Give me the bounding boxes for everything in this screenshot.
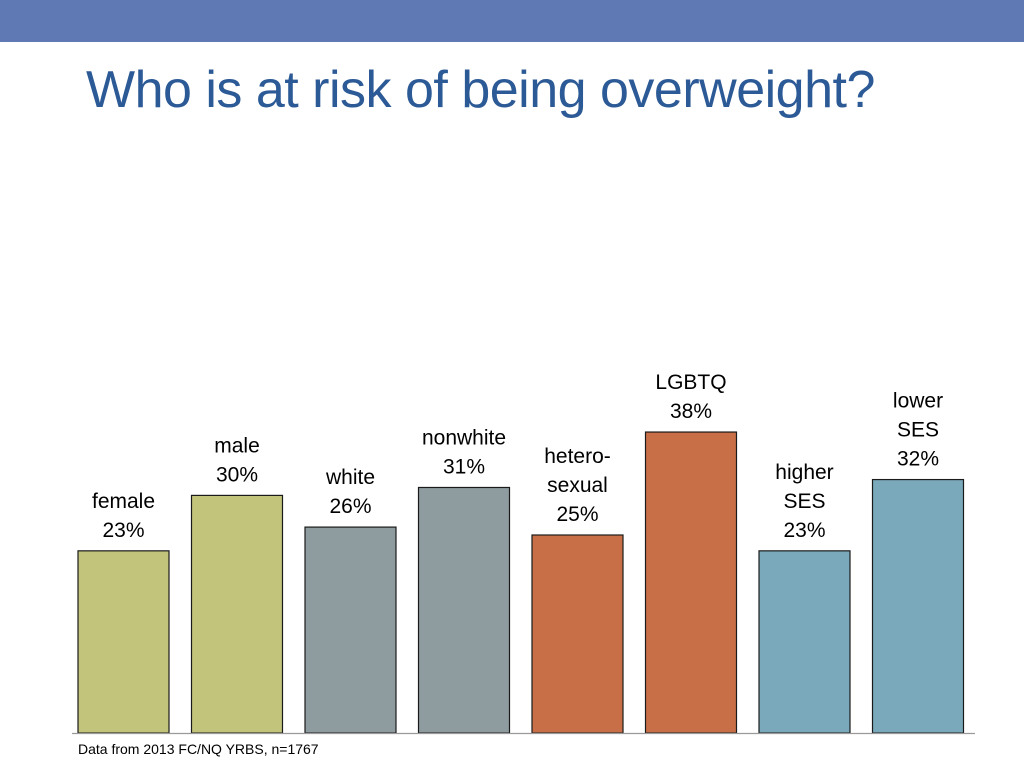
category-label: female: [92, 490, 155, 513]
bar-label-4: hetero-sexual 25%: [544, 445, 611, 526]
category-label: male: [214, 434, 260, 457]
bar-0: [77, 550, 170, 734]
category-label: hetero-: [544, 445, 611, 468]
value-label: 23%: [102, 519, 144, 542]
bar-label-6: higher SES 23%: [775, 461, 833, 542]
value-label: 38%: [670, 400, 712, 423]
category-label: nonwhite: [422, 426, 506, 449]
bar-1: [190, 494, 284, 734]
bar-2: [304, 526, 397, 734]
bar-label-7: lower SES 32%: [893, 390, 943, 471]
source-note: Data from 2013 FC/NQ YRBS, n=1767: [78, 741, 319, 757]
bar-label-3: nonwhite 31%: [422, 426, 506, 478]
category-label: sexual: [547, 474, 608, 497]
bar-label-0: female 23%: [92, 490, 155, 542]
category-label: SES: [783, 490, 825, 513]
category-label: LGBTQ: [655, 371, 726, 394]
value-label: 30%: [216, 463, 258, 486]
slide-title: Who is at risk of being overweight?: [86, 61, 875, 119]
value-label: 25%: [556, 503, 598, 526]
value-label: 23%: [783, 519, 825, 542]
category-label: SES: [897, 419, 939, 442]
category-label: lower: [893, 390, 943, 413]
bar-5: [644, 431, 738, 734]
bar-label-1: male 30%: [214, 434, 260, 486]
bar-label-5: LGBTQ 38%: [655, 371, 726, 423]
value-label: 32%: [897, 448, 939, 471]
bar-7: [871, 478, 965, 734]
bar-4: [531, 534, 624, 734]
category-label: white: [325, 466, 375, 489]
category-label: higher: [775, 461, 833, 484]
top-band: [0, 0, 1024, 42]
bar-3: [417, 486, 511, 734]
bar-label-2: white 26%: [325, 466, 375, 518]
value-label: 31%: [443, 455, 485, 478]
value-label: 26%: [329, 495, 371, 518]
bar-6: [758, 550, 851, 734]
